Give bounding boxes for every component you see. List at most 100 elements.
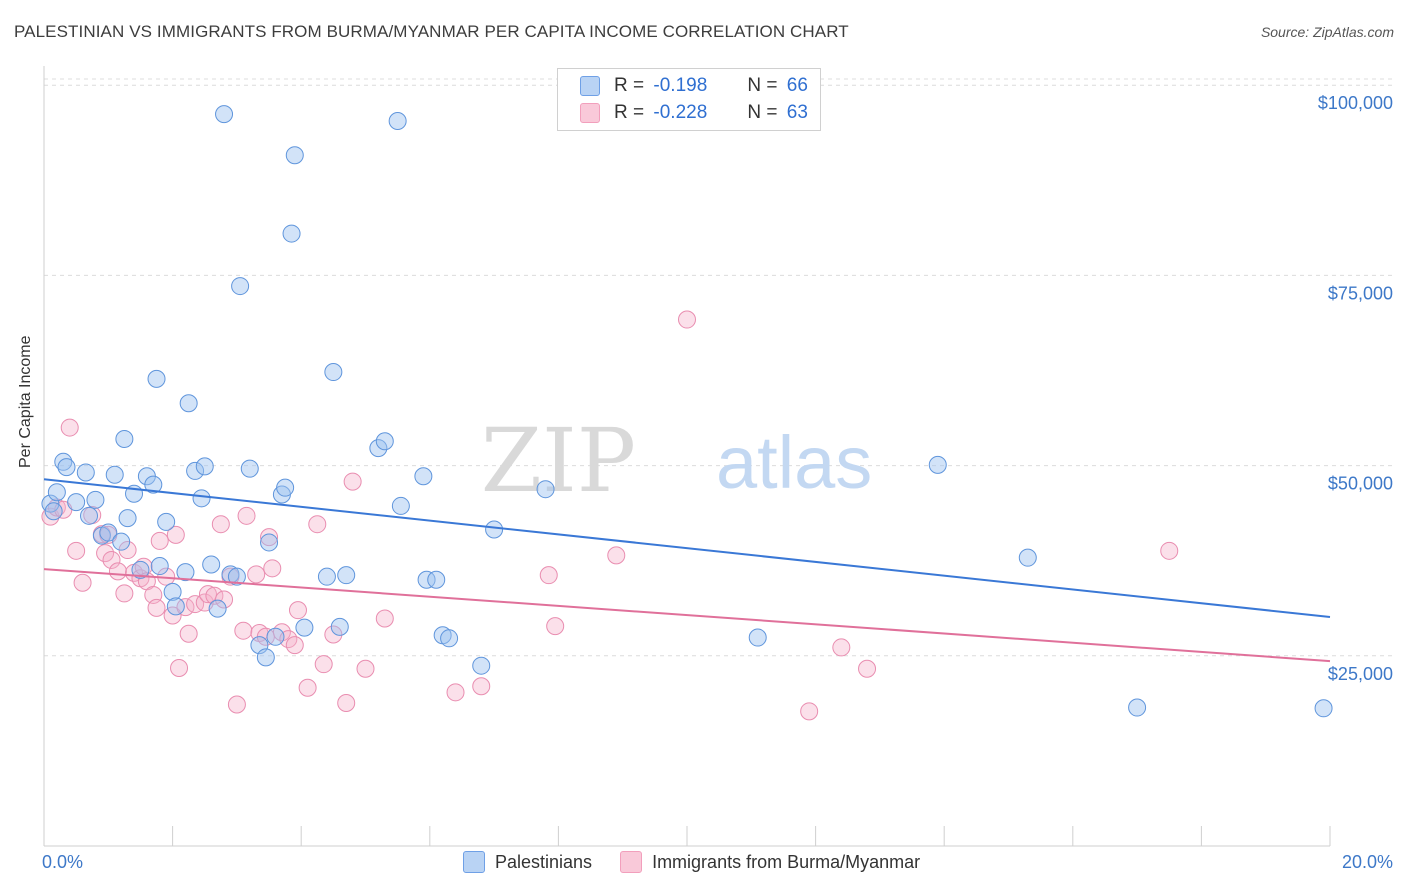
data-point xyxy=(317,567,336,586)
legend-n-value: 63 xyxy=(786,102,808,123)
data-point xyxy=(427,570,446,589)
legend-swatch-pink xyxy=(580,103,600,123)
data-point xyxy=(234,621,253,640)
data-point xyxy=(76,463,95,482)
data-point xyxy=(108,562,127,581)
data-point xyxy=(118,509,137,528)
data-point xyxy=(80,506,99,525)
legend-n-label: N = xyxy=(747,102,778,123)
gridlines xyxy=(44,78,1394,657)
data-point xyxy=(539,566,558,585)
data-point xyxy=(231,277,250,296)
data-point xyxy=(163,582,182,601)
data-point xyxy=(314,655,333,674)
data-point xyxy=(928,455,947,474)
data-point xyxy=(215,590,234,609)
data-point xyxy=(324,363,343,382)
legend-r-label: R = xyxy=(614,102,645,123)
data-point xyxy=(247,565,266,584)
data-point xyxy=(102,550,121,569)
data-point xyxy=(417,570,436,589)
data-point xyxy=(237,506,256,525)
data-point xyxy=(375,609,394,628)
data-point xyxy=(266,627,285,646)
data-point xyxy=(748,628,767,647)
data-point xyxy=(800,702,819,721)
watermark-atlas: atlas xyxy=(716,421,872,504)
data-point xyxy=(288,601,307,620)
data-point xyxy=(298,678,317,697)
trend-line-burma xyxy=(43,568,1331,663)
legend-row-palestinians: R = -0.198 N = 66 xyxy=(580,74,808,98)
watermark-zip: ZIP xyxy=(481,409,636,512)
y-tick-label: $50,000 xyxy=(1328,474,1393,494)
data-point xyxy=(1314,699,1333,718)
legend-swatch-burma xyxy=(620,851,643,873)
data-point xyxy=(343,472,362,491)
data-point xyxy=(337,693,356,712)
y-tick-labels: $25,000 $50,000 $75,000 $100,000 xyxy=(1318,93,1393,684)
data-point xyxy=(105,465,124,484)
data-point xyxy=(1018,548,1037,567)
data-point xyxy=(282,224,301,243)
legend-r-value: -0.198 xyxy=(653,75,708,96)
data-point xyxy=(472,656,491,675)
data-point xyxy=(150,557,169,576)
data-point xyxy=(832,638,851,657)
data-point xyxy=(440,629,459,648)
data-point xyxy=(57,458,76,477)
data-point xyxy=(186,461,205,480)
data-point xyxy=(536,480,555,499)
data-point xyxy=(176,598,195,617)
legend-label-burma: Immigrants from Burma/Myanmar xyxy=(652,851,921,872)
data-point xyxy=(202,555,221,574)
data-point xyxy=(115,584,134,603)
legend-r-value: -0.228 xyxy=(653,102,708,123)
data-point xyxy=(157,512,176,531)
data-point xyxy=(308,515,327,534)
data-point xyxy=(115,429,134,448)
data-point xyxy=(67,541,86,560)
trend-lines xyxy=(43,478,1331,663)
data-point xyxy=(1128,698,1147,717)
data-point xyxy=(375,432,394,451)
data-point xyxy=(391,496,410,515)
x-axis-max-label: 20.0% xyxy=(1341,852,1393,872)
y-tick-label: $25,000 xyxy=(1328,664,1393,684)
trend-line-palestinians xyxy=(43,478,1331,618)
data-point xyxy=(263,559,282,578)
data-point xyxy=(272,623,291,642)
data-point xyxy=(112,532,131,551)
legend-label-palestinians: Palestinians xyxy=(495,851,593,872)
data-point xyxy=(369,439,388,458)
data-point xyxy=(147,598,166,617)
data-point xyxy=(144,475,163,494)
data-point xyxy=(176,563,195,582)
data-point xyxy=(166,597,185,616)
data-point xyxy=(166,525,185,544)
data-point xyxy=(330,617,349,636)
legend-row-burma: R = -0.228 N = 63 xyxy=(580,101,808,125)
data-point xyxy=(446,683,465,702)
data-point xyxy=(858,659,877,678)
data-point xyxy=(260,528,279,547)
data-point xyxy=(211,515,230,534)
data-point xyxy=(337,566,356,585)
data-point xyxy=(86,490,105,509)
data-point xyxy=(96,544,115,563)
data-point xyxy=(227,695,246,714)
legend-n-value: 66 xyxy=(786,75,808,96)
series-burma-points xyxy=(41,310,1179,721)
legend-item-burma: Immigrants from Burma/Myanmar xyxy=(620,851,920,873)
data-point xyxy=(324,625,343,644)
legend-swatch-blue xyxy=(580,76,600,96)
data-point xyxy=(295,618,314,637)
data-point xyxy=(186,595,205,614)
x-axis-min-label: 0.0% xyxy=(42,852,84,872)
data-point xyxy=(285,636,304,655)
legend-swatch-palestinians xyxy=(463,851,485,873)
data-point xyxy=(414,467,433,486)
data-point xyxy=(198,585,217,604)
data-point xyxy=(1160,541,1179,560)
